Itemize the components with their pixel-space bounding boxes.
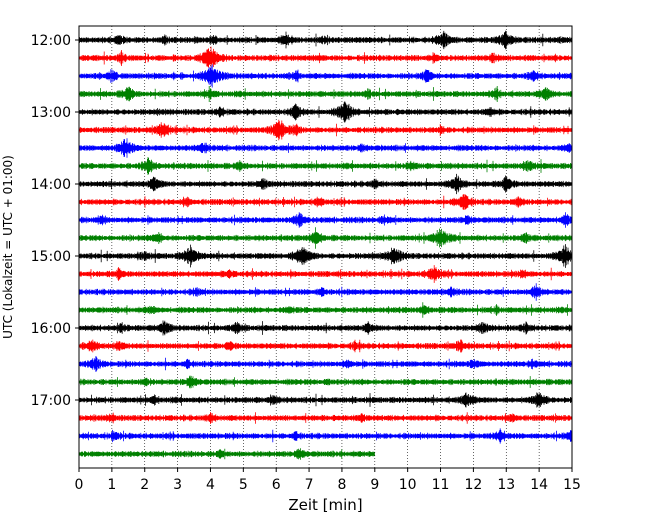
x-axis: 0 1 2 3 4 5 6 7 8 9 10 11 12 13 14 15	[75, 468, 581, 493]
x-tick-label: 9	[370, 477, 379, 493]
y-tick-label: 12:00	[31, 33, 71, 49]
y-axis-label: UTC (Lokalzeit = UTC + 01:00)	[1, 155, 15, 339]
x-tick-label: 6	[272, 477, 281, 493]
x-tick-label: 15	[563, 477, 581, 493]
plot-area	[79, 26, 572, 468]
x-tick-label: 3	[173, 477, 182, 493]
y-tick-label: 16:00	[31, 321, 71, 337]
y-tick-label: 13:00	[31, 105, 71, 121]
x-tick-label: 1	[107, 477, 116, 493]
x-tick-label: 13	[497, 477, 515, 493]
x-tick-label: 2	[140, 477, 149, 493]
x-tick-label: 11	[432, 477, 450, 493]
traces	[78, 30, 572, 460]
y-axis: 12:00 13:00 14:00 15:00 16:00 17:00	[31, 33, 79, 409]
y-tick-label: 17:00	[31, 393, 71, 409]
x-tick-label: 4	[206, 477, 215, 493]
x-tick-label: 5	[239, 477, 248, 493]
x-tick-label: 8	[337, 477, 346, 493]
x-tick-label: 12	[464, 477, 482, 493]
x-tick-label: 14	[530, 477, 548, 493]
x-axis-label: Zeit [min]	[288, 496, 362, 514]
y-tick-label: 15:00	[31, 249, 71, 265]
y-tick-label: 14:00	[31, 177, 71, 193]
x-tick-label: 0	[75, 477, 84, 493]
x-tick-label: 7	[305, 477, 314, 493]
x-tick-label: 10	[399, 477, 417, 493]
plot-frame	[78, 25, 573, 469]
